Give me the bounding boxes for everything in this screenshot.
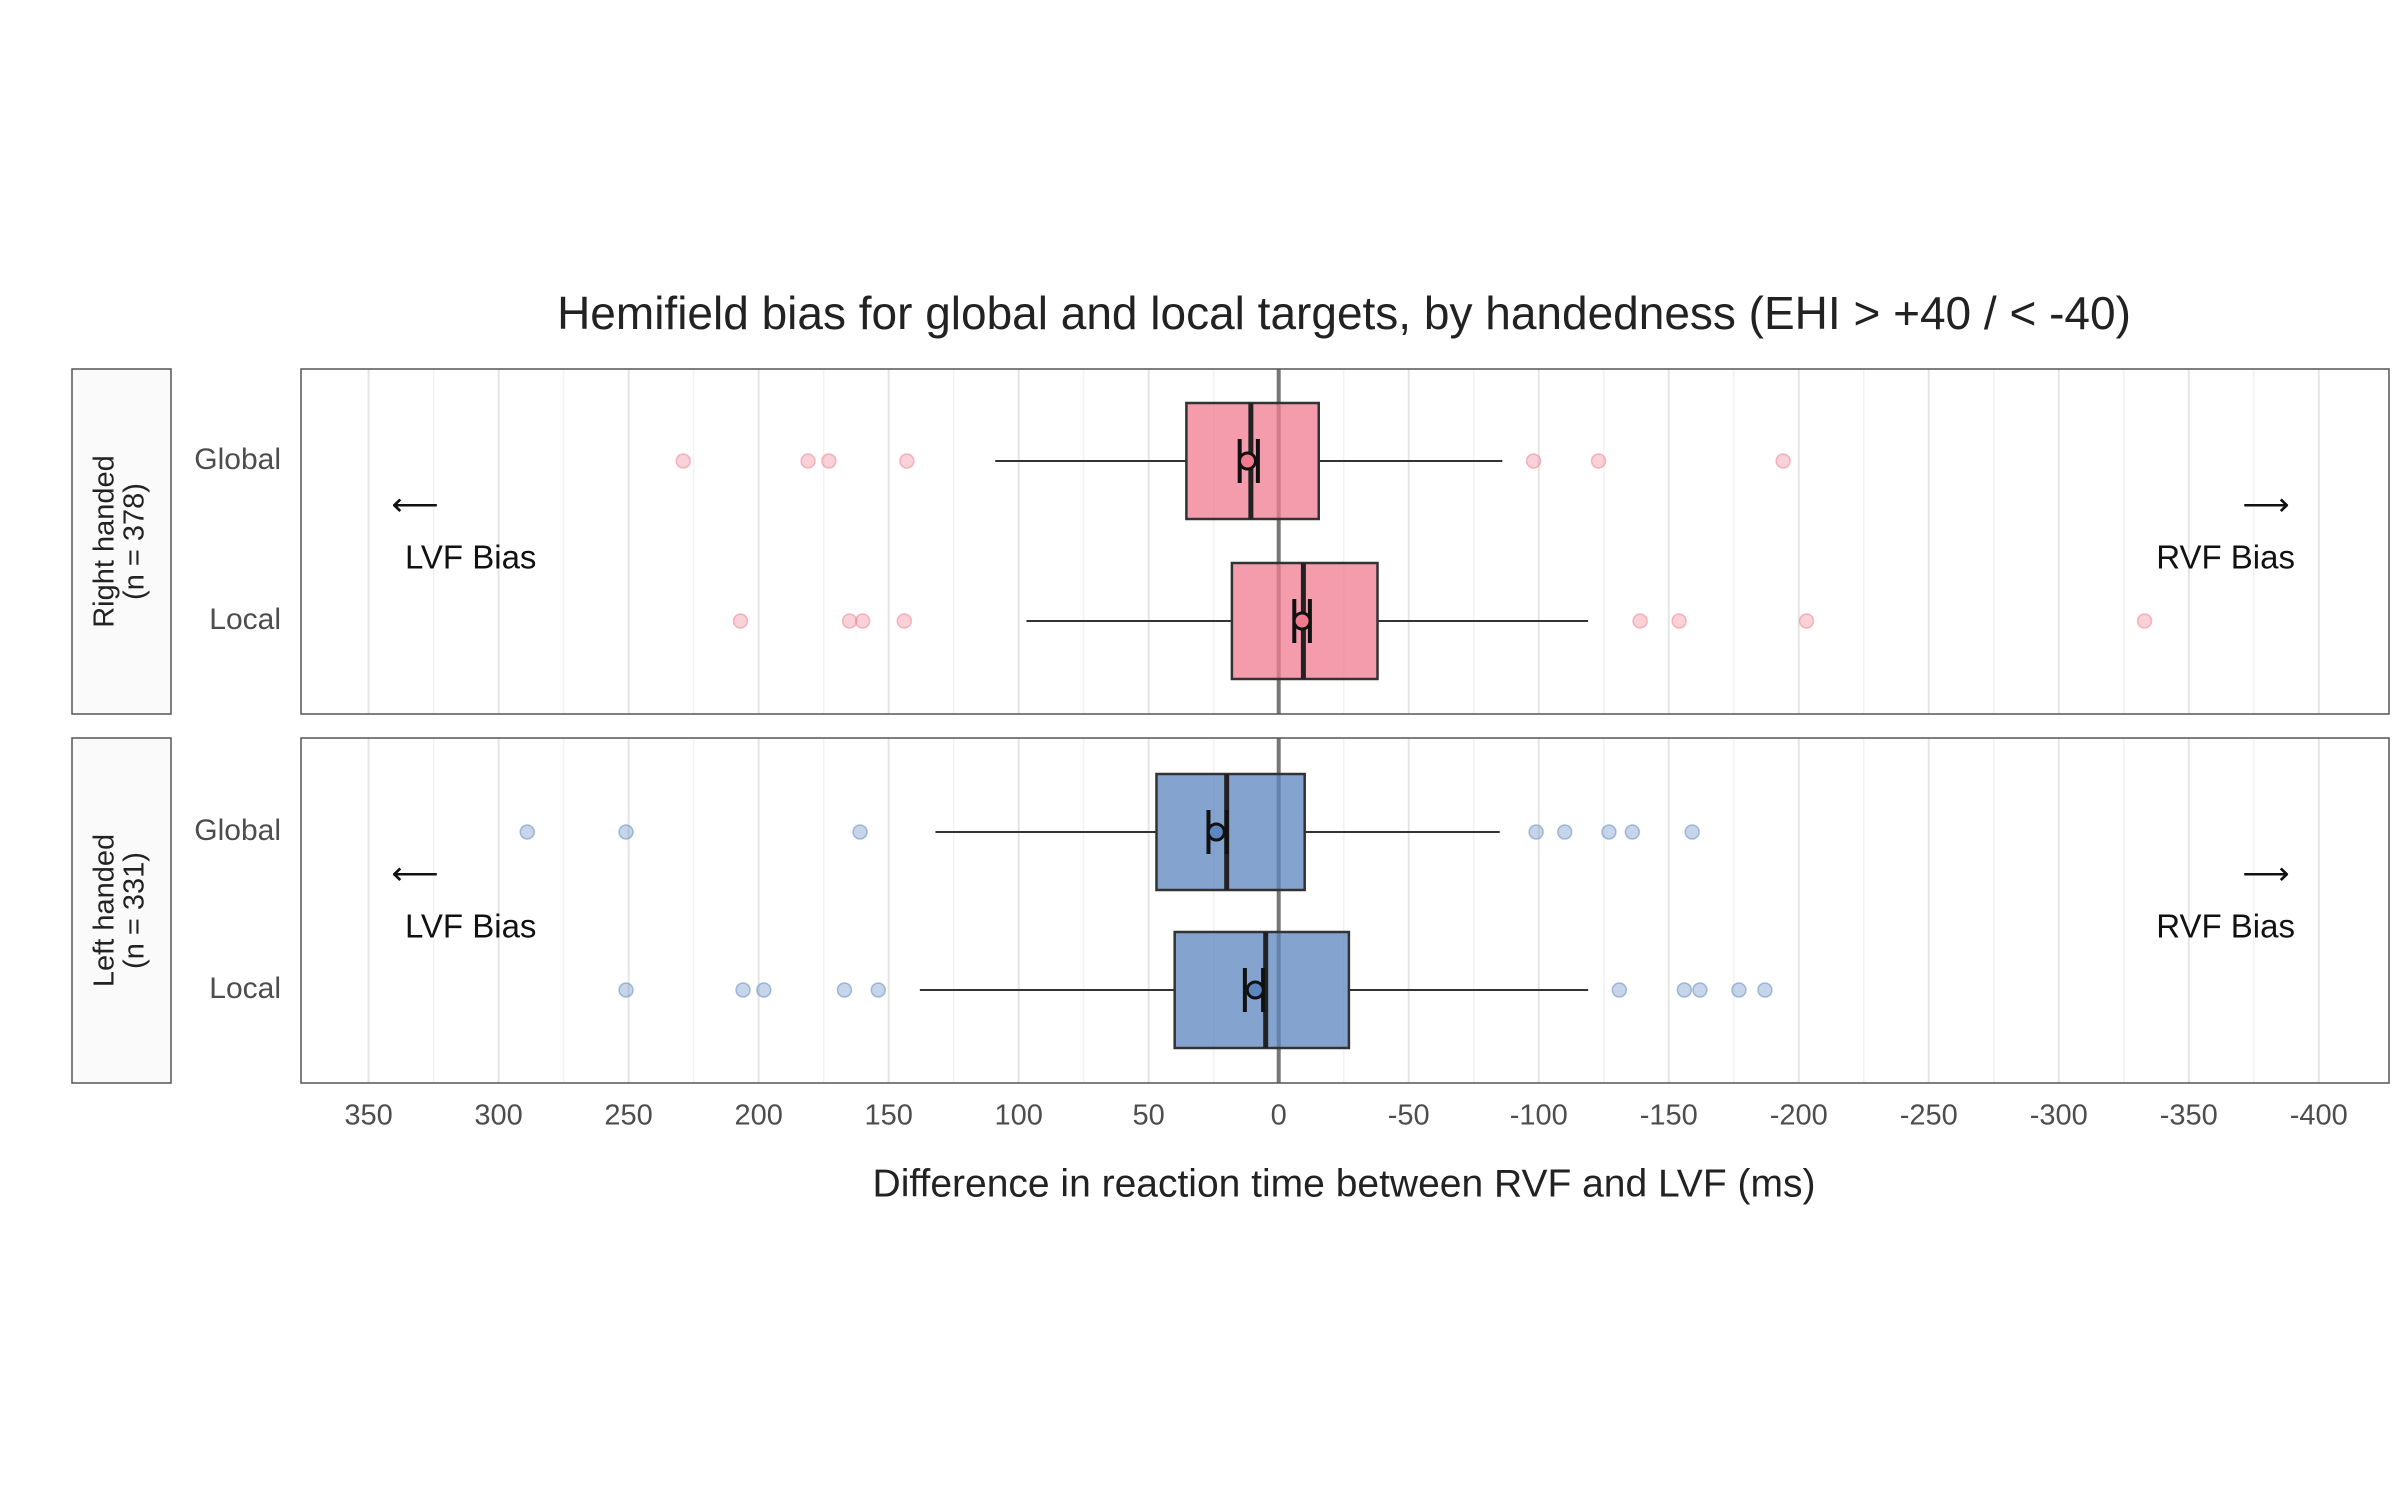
annotation-arrow: ⟵ [391, 486, 438, 523]
outlier-point [821, 453, 837, 469]
outlier-point [1590, 453, 1607, 469]
outlier-point [2136, 613, 2153, 629]
outlier-point [618, 824, 634, 840]
x-tick-label: 250 [604, 1100, 652, 1132]
outlier-point [899, 453, 915, 469]
outlier-point [1601, 824, 1617, 840]
outlier-point [1671, 613, 1687, 629]
x-axis-label: Difference in reaction time between RVF … [873, 1162, 1816, 1205]
x-tick-label: 350 [344, 1100, 392, 1132]
x-tick-label: 200 [734, 1100, 782, 1132]
outlier-point [836, 982, 853, 998]
outlier-point [1556, 824, 1573, 840]
chart-title: Hemifield bias for global and local targ… [557, 287, 2131, 339]
outlier-point [1528, 824, 1544, 840]
x-tick-label: 50 [1133, 1100, 1165, 1132]
outlier-point [519, 824, 535, 840]
mean-point [1292, 611, 1312, 631]
outlier-point [1798, 613, 1815, 629]
panel-border [300, 368, 2390, 715]
outlier-point [1676, 982, 1693, 998]
outlier-point [1525, 453, 1542, 469]
box [1155, 772, 1306, 892]
outlier-point [852, 824, 868, 840]
x-tick-label: -200 [1770, 1100, 1828, 1132]
x-tick-label: -350 [2160, 1100, 2218, 1132]
x-tick-label: -50 [1388, 1100, 1430, 1132]
outlier-point [896, 613, 913, 629]
outlier-point [1775, 453, 1791, 469]
outlier-point [1692, 982, 1708, 998]
annotation: LVF Bias [405, 908, 536, 945]
annotation-arrow: ⟶ [2242, 486, 2289, 523]
y-tick-label: Local [209, 603, 281, 636]
x-tick-label: 300 [474, 1100, 522, 1132]
x-tick-label: -100 [1510, 1100, 1568, 1132]
x-tick-label: 150 [864, 1100, 912, 1132]
outlier-point [756, 982, 772, 998]
x-tick-label: -400 [2290, 1100, 2348, 1132]
y-tick-label: Global [194, 814, 281, 847]
outlier-point [735, 982, 751, 998]
annotation: RVF Bias [2156, 908, 2295, 945]
mean-point [1206, 822, 1226, 842]
facet-strip [71, 368, 172, 715]
outlier-point [1611, 982, 1628, 998]
outlier-point [1731, 982, 1747, 998]
annotation: LVF Bias [405, 539, 536, 576]
facet-label: Right handed [89, 455, 121, 628]
x-tick-label: 0 [1271, 1100, 1287, 1132]
annotation-arrow: ⟶ [2242, 855, 2289, 892]
x-tick-label: -250 [1900, 1100, 1958, 1132]
y-tick-label: Global [194, 443, 281, 476]
outlier-point [1684, 824, 1700, 840]
x-tick-label: -300 [2030, 1100, 2088, 1132]
outlier-point [800, 453, 816, 469]
outlier-point [854, 613, 871, 629]
facet-strip [71, 737, 172, 1084]
mean-point [1237, 451, 1257, 471]
facet-label: (n = 378) [119, 483, 151, 600]
x-tick-label: -150 [1640, 1100, 1698, 1132]
mean-point [1245, 980, 1265, 1000]
y-tick-label: Local [209, 972, 281, 1005]
x-tick-label: 100 [994, 1100, 1042, 1132]
outlier-point [1624, 824, 1641, 840]
annotation: RVF Bias [2156, 539, 2295, 576]
annotation-arrow: ⟵ [391, 855, 438, 892]
outlier-point [618, 982, 634, 998]
facet-label: Left handed [89, 834, 121, 987]
facet-label: (n = 331) [119, 852, 151, 969]
outlier-point [1632, 613, 1648, 629]
outlier-point [732, 613, 749, 629]
panel-border [300, 737, 2390, 1084]
outlier-point [841, 613, 858, 629]
outlier-point [1757, 982, 1773, 998]
outlier-point [870, 982, 887, 998]
outlier-point [675, 453, 691, 469]
